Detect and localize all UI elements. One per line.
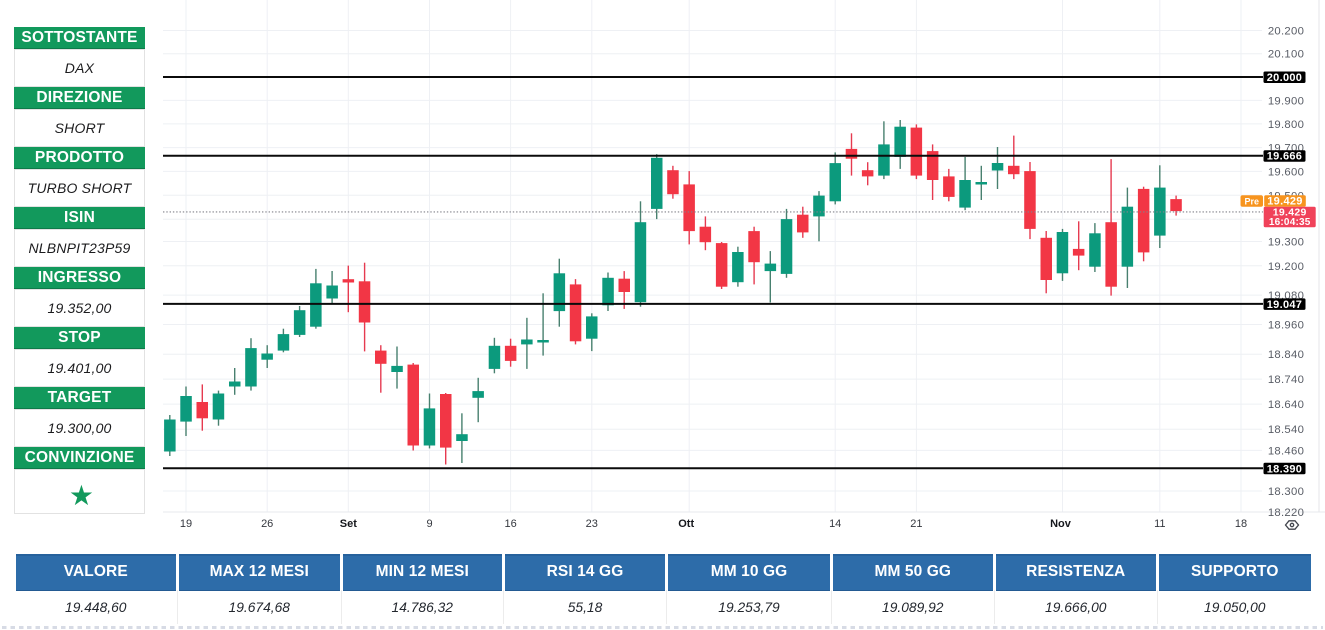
svg-text:18: 18	[1235, 518, 1247, 530]
svg-text:18.640: 18.640	[1268, 399, 1304, 411]
svg-text:19.666: 19.666	[1267, 151, 1302, 163]
svg-text:9: 9	[426, 518, 432, 530]
svg-text:16:04:35: 16:04:35	[1269, 217, 1311, 228]
svg-text:18.740: 18.740	[1268, 374, 1304, 386]
svg-text:19.047: 19.047	[1267, 299, 1302, 311]
svg-text:19.429: 19.429	[1267, 196, 1302, 208]
svg-text:18.220: 18.220	[1268, 507, 1304, 519]
svg-text:18.390: 18.390	[1267, 463, 1302, 475]
svg-text:18.540: 18.540	[1268, 424, 1304, 436]
svg-text:16: 16	[504, 518, 516, 530]
svg-text:19.300: 19.300	[1268, 237, 1304, 249]
svg-text:Pre: Pre	[1244, 196, 1259, 206]
svg-text:20.000: 20.000	[1267, 72, 1302, 84]
svg-text:26: 26	[261, 518, 273, 530]
svg-text:23: 23	[586, 518, 598, 530]
svg-text:Set: Set	[340, 518, 357, 530]
svg-text:11: 11	[1154, 518, 1165, 530]
svg-text:Ott: Ott	[678, 518, 694, 530]
svg-text:19.429: 19.429	[1273, 207, 1307, 219]
svg-text:20.100: 20.100	[1268, 49, 1304, 61]
svg-text:19.600: 19.600	[1268, 166, 1304, 178]
svg-text:Nov: Nov	[1050, 518, 1072, 530]
svg-text:19.200: 19.200	[1268, 261, 1304, 273]
svg-text:21: 21	[910, 518, 922, 530]
svg-text:14: 14	[829, 518, 841, 530]
svg-text:18.300: 18.300	[1268, 486, 1304, 498]
svg-text:19.900: 19.900	[1268, 95, 1304, 107]
svg-text:19.800: 19.800	[1268, 119, 1304, 131]
svg-text:20.200: 20.200	[1268, 26, 1304, 38]
svg-text:18.460: 18.460	[1268, 445, 1304, 457]
svg-text:19: 19	[180, 518, 192, 530]
svg-text:18.840: 18.840	[1268, 349, 1304, 361]
svg-text:18.960: 18.960	[1268, 320, 1304, 332]
